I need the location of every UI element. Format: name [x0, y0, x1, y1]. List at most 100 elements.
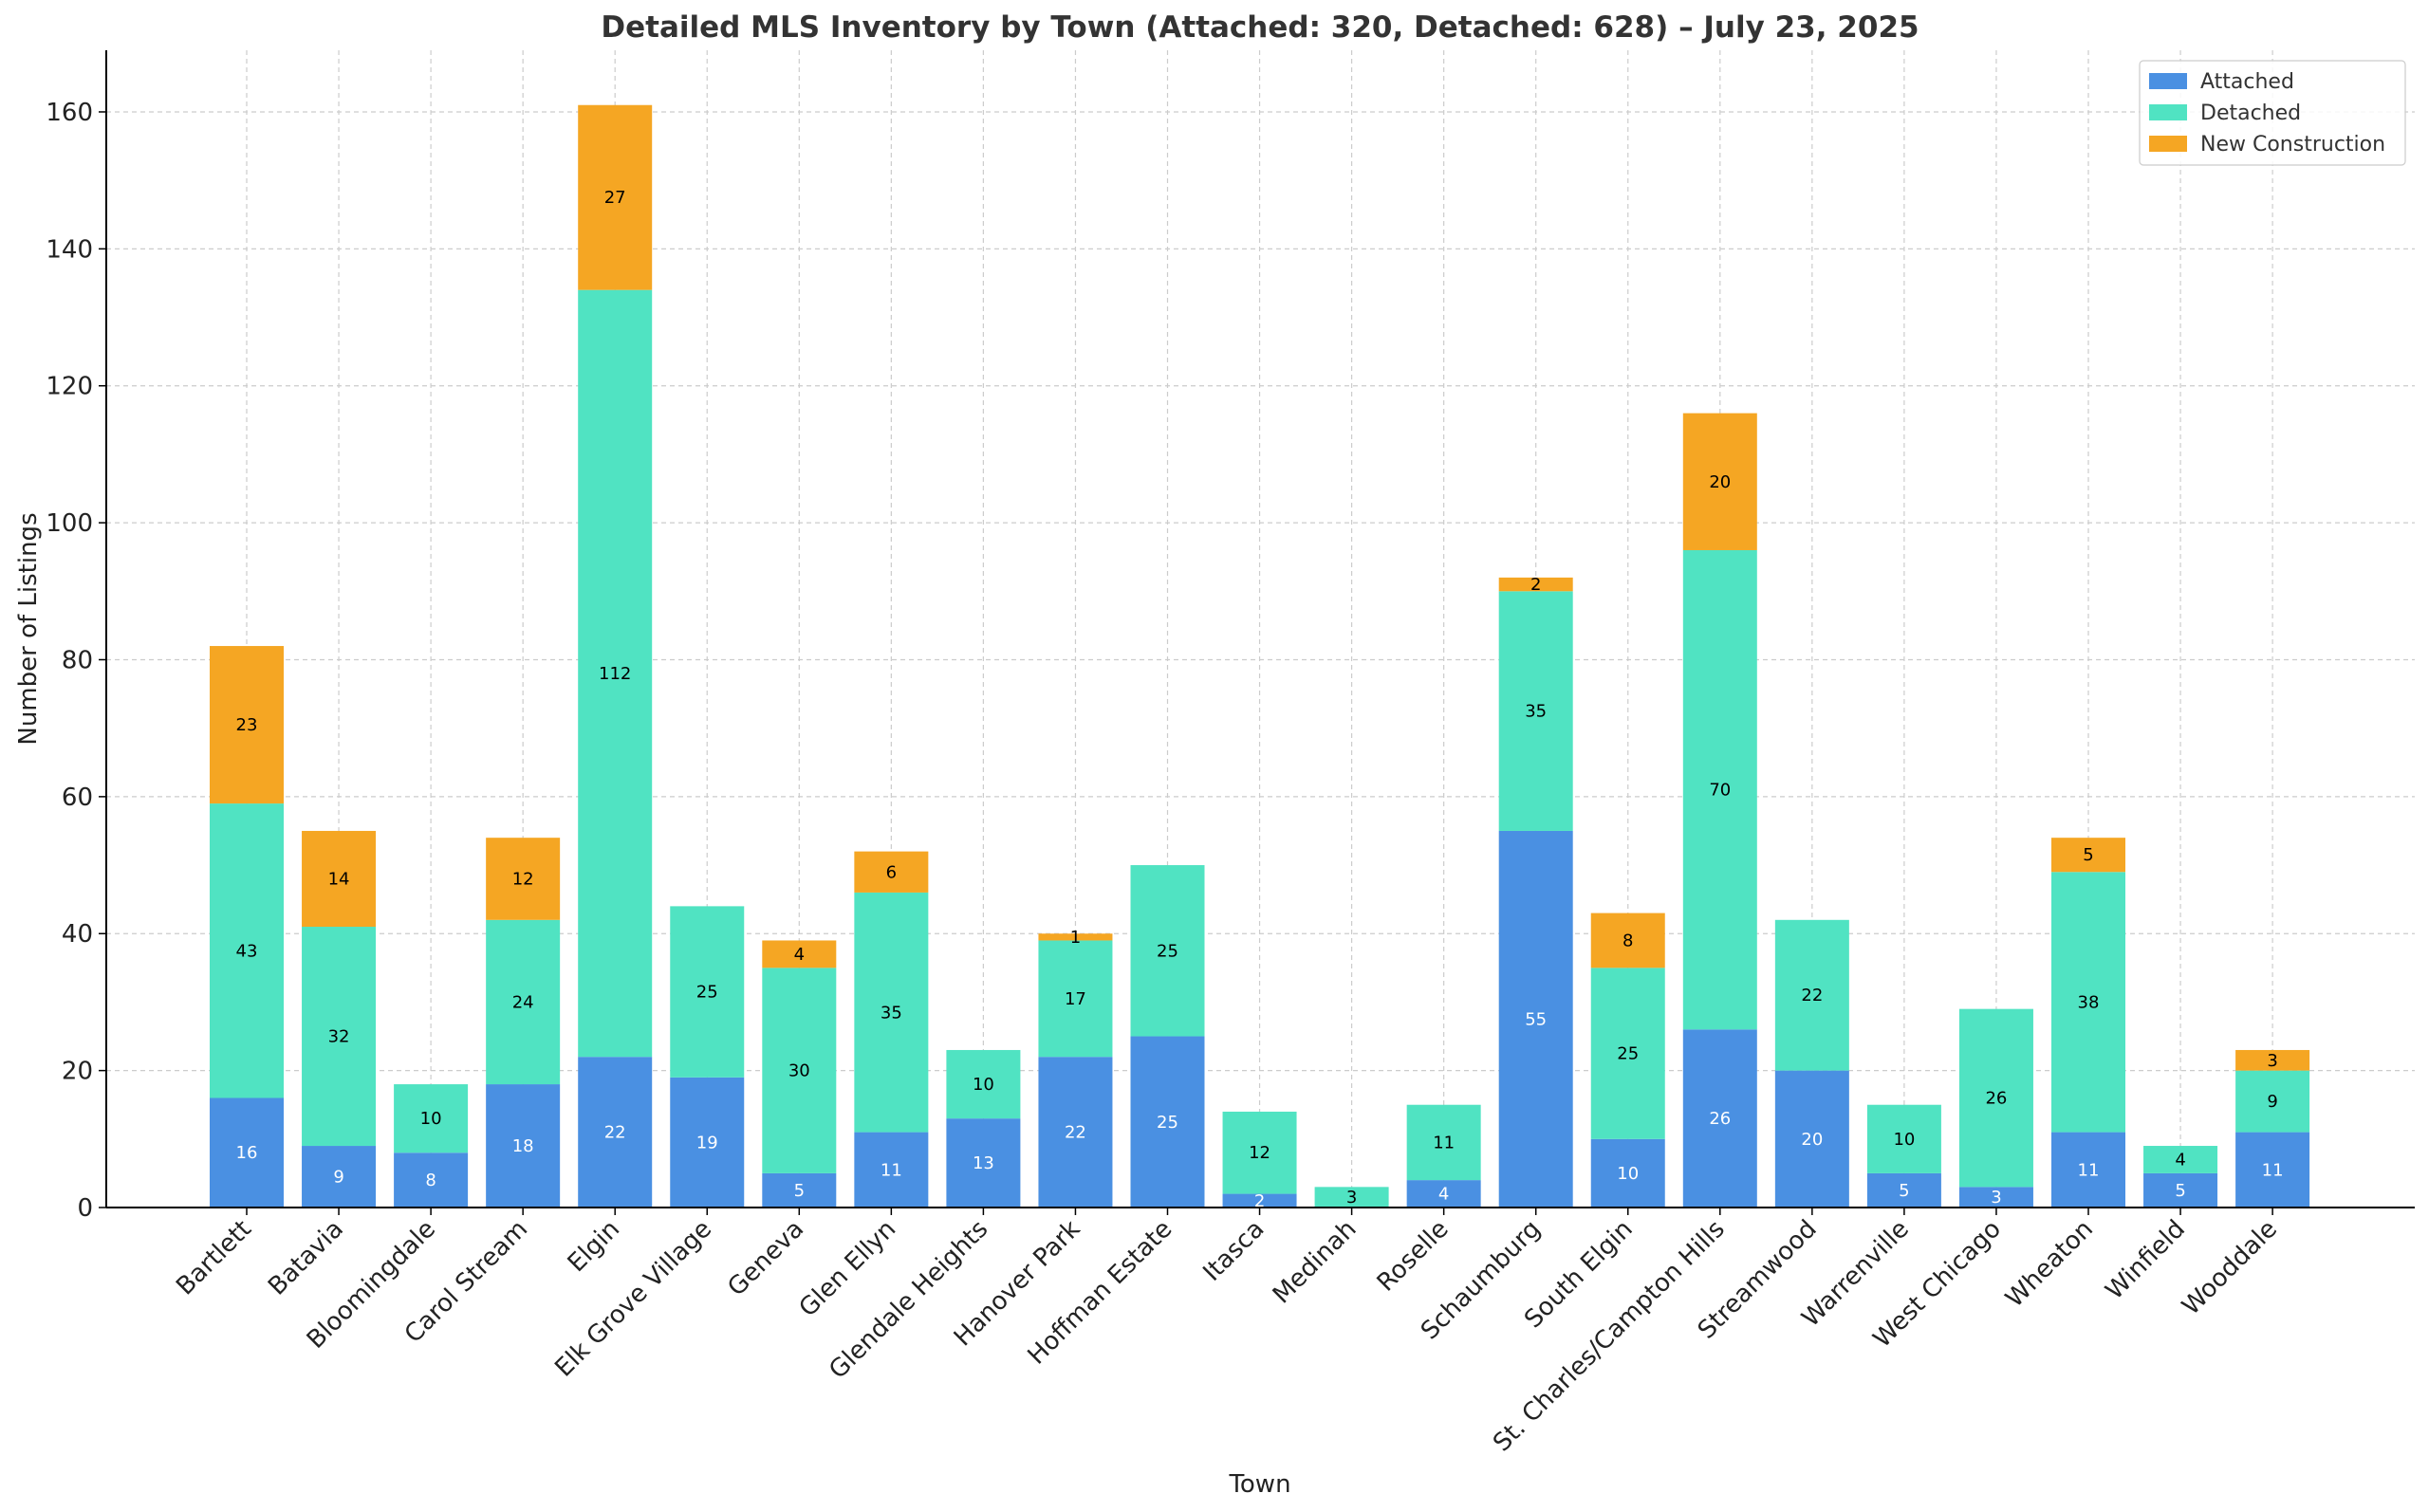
data-label: 22 — [604, 1123, 626, 1143]
data-label: 112 — [599, 664, 631, 684]
data-label: 11 — [1433, 1133, 1455, 1152]
data-label: 11 — [881, 1160, 902, 1180]
bar-attached-itasca — [1222, 1193, 1297, 1208]
x-axis-label: Town — [1228, 1470, 1290, 1499]
data-label: 12 — [512, 869, 534, 889]
data-label: 30 — [788, 1061, 810, 1081]
data-label: 5 — [2083, 845, 2093, 865]
x-tick-label: Glendale Heights — [824, 1215, 993, 1385]
bar-attached-glendale-heights — [946, 1118, 1021, 1208]
bar-new-construction-carol-stream — [486, 838, 561, 920]
bar-new-construction-geneva — [762, 940, 837, 968]
y-tick-label: 60 — [62, 784, 93, 812]
data-label: 2 — [1254, 1191, 1265, 1211]
data-label: 14 — [328, 869, 350, 889]
chart-title: Detailed MLS Inventory by Town (Attached… — [601, 10, 1919, 45]
bar-attached-schaumburg — [1498, 830, 1573, 1208]
data-label: 25 — [696, 983, 718, 1003]
data-label: 55 — [1525, 1009, 1547, 1029]
data-label: 11 — [2078, 1160, 2100, 1180]
x-tick-label: Elgin — [563, 1215, 625, 1278]
data-label: 1 — [1070, 928, 1081, 948]
bar-detached-schaumburg — [1498, 591, 1573, 831]
bar-new-construction-south-elgin — [1590, 913, 1665, 968]
data-label: 4 — [1438, 1185, 1449, 1205]
x-tick-label: Winfield — [2101, 1215, 2191, 1305]
data-label: 8 — [1622, 931, 1633, 950]
bar-detached-st-charles-campton-hills — [1682, 549, 1757, 1030]
bar-new-construction-wheaton — [2051, 838, 2125, 873]
bar-attached-st-charles-campton-hills — [1682, 1029, 1757, 1208]
data-label: 25 — [1617, 1044, 1639, 1064]
bar-attached-batavia — [302, 1146, 377, 1208]
bar-detached-warrenville — [1866, 1104, 1941, 1173]
data-label: 35 — [881, 1003, 902, 1023]
data-label: 38 — [2078, 992, 2100, 1012]
bar-detached-hanover-park — [1038, 940, 1113, 1058]
bar-detached-bartlett — [210, 803, 284, 1098]
y-tick-label: 20 — [62, 1058, 93, 1086]
data-label: 20 — [1801, 1130, 1823, 1150]
y-tick-label: 40 — [62, 920, 93, 949]
bar-attached-wooddale — [2235, 1132, 2310, 1208]
bar-new-construction-batavia — [302, 830, 377, 928]
bar-attached-hanover-park — [1038, 1057, 1113, 1208]
bar-attached-carol-stream — [486, 1084, 561, 1208]
bar-detached-glen-ellyn — [854, 892, 929, 1133]
bar-new-construction-hanover-park — [1038, 933, 1113, 941]
bar-detached-glendale-heights — [946, 1049, 1021, 1119]
bar-new-construction-wooddale — [2235, 1049, 2310, 1071]
data-label: 22 — [1801, 986, 1823, 1005]
bar-attached-elk-grove-village — [670, 1077, 745, 1208]
bar-attached-west-chicago — [1958, 1187, 2033, 1208]
data-label: 2 — [1530, 575, 1541, 595]
y-tick-label: 0 — [77, 1194, 93, 1223]
bar-detached-bloomingdale — [394, 1084, 469, 1153]
data-label: 6 — [886, 862, 897, 882]
bars — [210, 104, 2310, 1208]
bar-new-construction-schaumburg — [1498, 577, 1573, 592]
bar-attached-elgin — [578, 1057, 653, 1208]
data-label: 27 — [604, 188, 626, 208]
data-label: 5 — [1899, 1181, 1909, 1201]
legend-label-attached: Attached — [2200, 70, 2294, 94]
data-label: 13 — [973, 1153, 994, 1173]
bar-attached-south-elgin — [1590, 1138, 1665, 1208]
data-label: 9 — [333, 1168, 343, 1188]
x-tick-label: Bartlett — [171, 1215, 257, 1301]
data-label: 3 — [1991, 1188, 2001, 1208]
bar-attached-geneva — [762, 1172, 837, 1208]
data-label: 43 — [236, 941, 258, 961]
y-axis-ticks: 0 20 40 60 80 100 120 140 160 — [46, 99, 106, 1223]
x-tick-label: Wooddale — [2177, 1215, 2283, 1321]
data-label: 4 — [2175, 1150, 2185, 1170]
bar-new-construction-bartlett — [210, 646, 284, 804]
bar-attached-glen-ellyn — [854, 1132, 929, 1208]
x-tick-label: Itasca — [1197, 1215, 1270, 1287]
legend: Attached Detached New Construction — [2139, 60, 2406, 166]
data-label: 4 — [794, 945, 805, 965]
bar-detached-elk-grove-village — [670, 906, 745, 1078]
segment-labels: 1643239321481018241222112271925530411356… — [236, 188, 2284, 1211]
bar-detached-carol-stream — [486, 919, 561, 1085]
legend-swatch-detached — [2149, 104, 2187, 120]
bar-detached-winfield — [2143, 1146, 2218, 1173]
data-label: 12 — [1249, 1143, 1270, 1163]
bar-detached-batavia — [302, 927, 377, 1147]
bar-attached-streamwood — [1774, 1070, 1849, 1208]
data-label: 22 — [1065, 1123, 1086, 1143]
data-label: 3 — [1346, 1188, 1357, 1208]
data-label: 10 — [420, 1109, 442, 1129]
bar-attached-warrenville — [1866, 1172, 1941, 1208]
x-tick-label: Geneva — [722, 1215, 809, 1302]
x-tick-label: Medinah — [1268, 1215, 1363, 1310]
axes — [105, 50, 2415, 1208]
data-label: 20 — [1709, 472, 1731, 492]
data-label: 18 — [512, 1136, 534, 1156]
bar-attached-roselle — [1406, 1180, 1481, 1208]
data-label: 10 — [1617, 1164, 1639, 1184]
x-tick-label: Batavia — [263, 1215, 349, 1301]
y-tick-label: 140 — [46, 235, 93, 264]
data-label: 70 — [1709, 781, 1731, 801]
